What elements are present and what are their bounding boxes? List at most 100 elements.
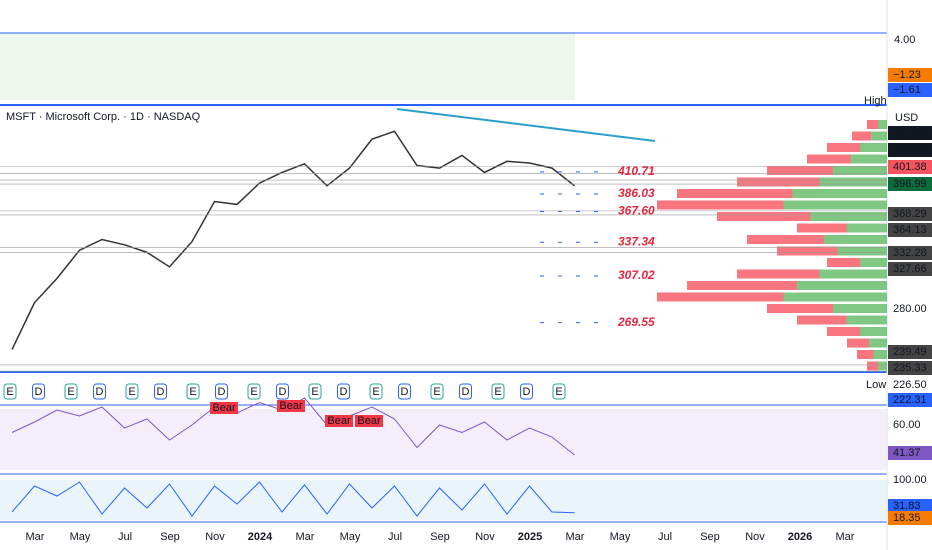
profile-bar — [846, 223, 887, 233]
price-tag-bg — [888, 143, 932, 157]
x-tick-label: Mar — [836, 531, 855, 543]
profile-bar — [837, 246, 887, 256]
price-tag: −1.61 — [893, 84, 921, 96]
event-label: E — [128, 386, 135, 398]
event-icon — [308, 383, 322, 400]
stoch-line — [11, 481, 575, 517]
event-label: D — [401, 386, 409, 398]
profile-bar — [777, 246, 838, 256]
price-tag-bg — [888, 393, 932, 407]
stoch-bg — [0, 480, 887, 520]
price-tag: −1.23 — [893, 69, 921, 81]
price-tag: 18.35 — [893, 512, 921, 524]
profile-bar — [827, 258, 860, 267]
x-tick-label: Jul — [118, 531, 132, 543]
profile-bar — [717, 212, 811, 221]
rsi-tick: 60.00 — [893, 419, 921, 431]
x-tick-label: Jul — [658, 531, 672, 543]
profile-bar — [860, 327, 887, 336]
profile-bar — [792, 189, 887, 198]
rsi-bg — [0, 409, 887, 470]
osc-bg — [0, 33, 575, 100]
x-tick-label: 2024 — [248, 531, 273, 543]
event-icon — [337, 383, 350, 400]
symbol-title: MSFT · Microsoft Corp. · 1D · NASDAQ — [6, 111, 201, 123]
bear-tag — [355, 415, 383, 427]
profile-bar — [687, 281, 797, 290]
profile-bar — [657, 200, 784, 210]
price-tag: 239.49 — [893, 346, 927, 358]
bear-tag — [210, 402, 238, 414]
bear-label: Bear — [327, 415, 351, 427]
event-icon — [276, 383, 289, 400]
event-label: E — [372, 386, 379, 398]
profile-bar — [846, 315, 887, 325]
profile-bar — [737, 269, 820, 279]
price-tag-bg — [888, 511, 932, 525]
profile-bar — [783, 200, 887, 210]
profile-bar — [871, 131, 887, 141]
event-label: D — [340, 386, 348, 398]
x-tick-label: Nov — [745, 531, 765, 543]
event-icon — [93, 383, 106, 400]
price-tag-bg — [888, 126, 932, 140]
event-icon — [369, 383, 383, 400]
event-icon — [520, 383, 533, 400]
profile-bar — [847, 338, 869, 348]
profile-bar — [852, 131, 872, 141]
profile-bar — [833, 304, 887, 313]
x-tick-label: Mar — [26, 531, 45, 543]
event-label: D — [96, 386, 104, 398]
profile-bar — [867, 120, 878, 129]
price-tag: 364.13 — [893, 224, 927, 236]
event-icon — [154, 383, 167, 400]
x-tick-label: Sep — [160, 531, 180, 543]
price-tick: 280.00 — [893, 303, 927, 315]
stoch-tick: 100.00 — [893, 474, 927, 486]
price-tag: 417.03 — [893, 127, 927, 139]
high-label: High — [864, 95, 887, 107]
price-tag: 368.29 — [893, 208, 927, 220]
event-label: D — [35, 386, 43, 398]
event-icon — [186, 383, 200, 400]
profile-bar — [860, 258, 887, 267]
profile-bar — [819, 177, 887, 187]
price-tag-bg — [888, 446, 932, 460]
event-icon — [3, 383, 17, 400]
profile-bar — [767, 304, 833, 313]
event-label: E — [189, 386, 196, 398]
price-tag: 41.37 — [893, 447, 921, 459]
event-label: D — [523, 386, 531, 398]
event-label: E — [433, 386, 440, 398]
price-tag-bg — [888, 223, 932, 237]
price-tag-bg — [888, 361, 932, 375]
x-tick-label: Nov — [205, 531, 225, 543]
x-tick-label: Sep — [700, 531, 720, 543]
osc-axis-label: 4.00 — [894, 34, 915, 46]
event-label: E — [67, 386, 74, 398]
profile-bar — [873, 350, 887, 359]
level-label: 410.71 — [617, 164, 655, 178]
event-label: E — [311, 386, 318, 398]
bear-label: Bear — [279, 400, 303, 412]
x-tick-label: May — [610, 531, 631, 543]
price-tag: 226.50 — [893, 379, 927, 391]
profile-bar — [827, 143, 860, 152]
event-icon — [125, 383, 139, 400]
level-label: 367.60 — [618, 204, 655, 218]
x-tick-label: May — [340, 531, 361, 543]
profile-bar — [860, 143, 887, 152]
profile-bar — [807, 154, 851, 164]
event-icon — [552, 383, 566, 400]
price-line — [11, 130, 575, 350]
currency: USD — [895, 112, 918, 124]
price-tag-bg — [888, 68, 932, 82]
price-tag-bg — [888, 499, 932, 513]
price-tag-bg — [888, 83, 932, 97]
x-tick-label: Sep — [430, 531, 450, 543]
profile-bar — [797, 281, 887, 290]
x-tick-label: Nov — [475, 531, 495, 543]
profile-bar — [783, 292, 887, 302]
event-icon — [247, 383, 261, 400]
